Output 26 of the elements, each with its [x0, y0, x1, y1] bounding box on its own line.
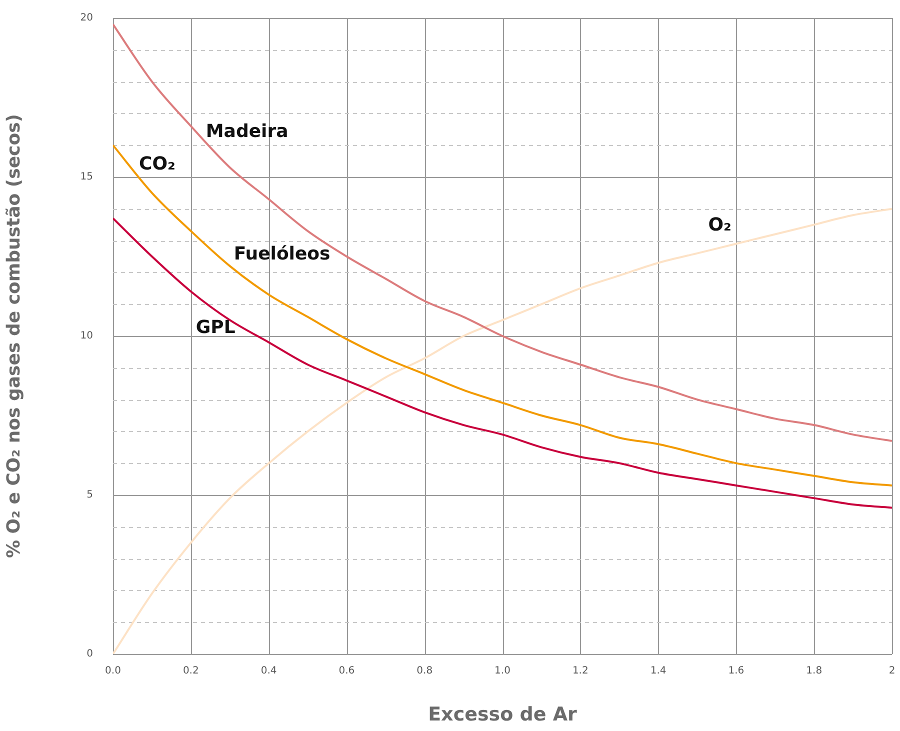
series-label: GPL [196, 317, 236, 338]
line-series [113, 217, 892, 509]
x-axis-title: Excesso de Ar [428, 704, 578, 726]
x-tick-label: 0.8 [416, 666, 433, 677]
x-tick-label: 0.6 [338, 666, 355, 677]
series-label: O₂ [708, 214, 732, 236]
x-tick-label: 1.4 [650, 666, 666, 677]
x-tick-label: 0.4 [260, 666, 277, 677]
y-axis-title: % O₂ e CO₂ nos gases de combustão (secos) [3, 114, 24, 558]
x-tick-label: 1.8 [806, 666, 822, 677]
y-tick-label: 0 [86, 648, 93, 660]
x-tick-label: 0.0 [105, 666, 121, 677]
y-tick-label: 15 [80, 172, 93, 183]
annotation: CO₂ [139, 154, 176, 175]
series-label: Fuelóleos [234, 244, 330, 265]
x-tick-label: 2 [888, 666, 896, 677]
x-tick-label: 1.2 [572, 666, 588, 677]
y-tick-label: 10 [80, 330, 93, 342]
y-tick-label: 5 [86, 490, 93, 501]
x-tick-label: 1.6 [728, 666, 744, 677]
x-tick-label: 0.2 [182, 666, 199, 677]
y-tick-label: 20 [80, 12, 93, 24]
x-tick-label: 1.0 [494, 666, 510, 677]
series-label: Madeira [206, 120, 288, 142]
line-series [113, 23, 892, 442]
line-series [113, 144, 892, 486]
